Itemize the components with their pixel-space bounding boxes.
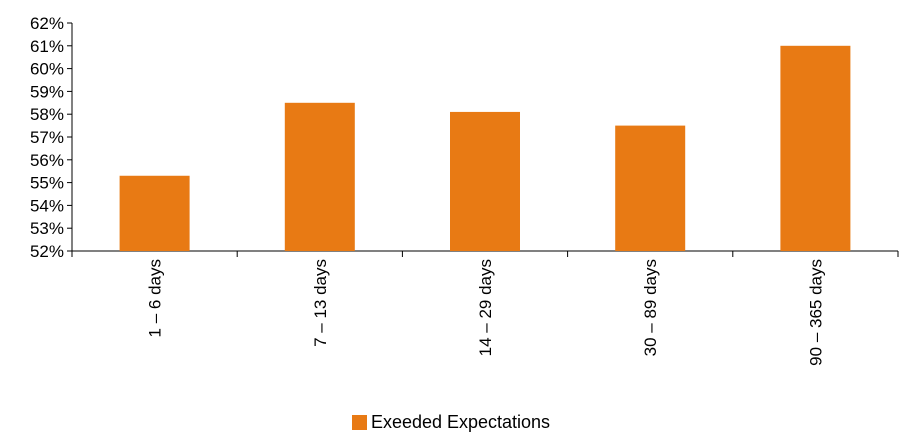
- y-tick-label: 53%: [30, 219, 64, 238]
- bar-chart: 52% 53% 54% 55% 56% 57% 58% 59% 60% 61% 62% 1 – 6 …: [30, 14, 899, 366]
- bar: [450, 111, 520, 251]
- legend-label: Exeeded Expectations: [370, 412, 551, 432]
- x-category-label: 1 – 6 days: [146, 259, 165, 337]
- y-tick-label: 55%: [30, 174, 64, 193]
- y-tick-label: 59%: [30, 82, 64, 101]
- x-category-label: 7 – 13 days: [311, 259, 330, 347]
- x-category-label: 14 – 29 days: [476, 259, 495, 356]
- x-category-label: 30 – 89 days: [641, 259, 660, 356]
- y-tick-label: 61%: [30, 37, 64, 56]
- bar: [615, 125, 686, 251]
- y-tick-label: 58%: [30, 105, 64, 124]
- y-tick-label: 52%: [30, 242, 64, 261]
- bar: [119, 175, 190, 251]
- y-tick-label: 54%: [30, 196, 64, 215]
- x-category-label: 90 – 365 days: [806, 259, 825, 366]
- y-tick-label: 56%: [30, 151, 64, 170]
- legend-swatch: [351, 415, 367, 430]
- y-tick-label: 62%: [30, 14, 64, 33]
- bars: [119, 45, 851, 251]
- bar: [780, 45, 851, 251]
- legend: Exeeded Expectations: [0, 412, 902, 433]
- bar: [284, 102, 355, 251]
- y-tick-label: 57%: [30, 128, 64, 147]
- y-axis: 52% 53% 54% 55% 56% 57% 58% 59% 60% 61% 62%: [30, 14, 73, 261]
- y-tick-label: 60%: [30, 60, 64, 79]
- category-labels: 1 – 6 days 7 – 13 days 14 – 29 days 30 – 89…: [146, 259, 826, 366]
- x-axis: [71, 250, 899, 257]
